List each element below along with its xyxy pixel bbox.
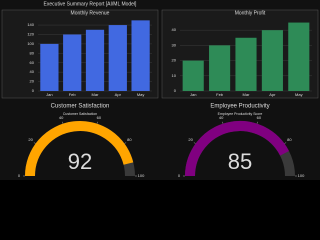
gauge-tick [62, 121, 64, 124]
gauge-tick [193, 142, 196, 144]
gauge-tick [33, 142, 36, 144]
dashboard: Executive Summary Report [AI/ML Model] M… [0, 0, 320, 180]
dashboard-title: Executive Summary Report [AI/ML Model] [44, 1, 138, 7]
x-tick-label: Apr [115, 92, 122, 97]
page: Executive Summary Report [AI/ML Model] M… [0, 0, 320, 180]
gauge-tick [124, 142, 127, 144]
y-tick-label: 60 [30, 60, 35, 65]
bar [182, 60, 204, 91]
gauge-tick-label: 20 [28, 137, 33, 142]
gauge-tick-label: 100 [138, 173, 145, 178]
bar [209, 45, 231, 91]
gauge-value-arc [185, 121, 290, 177]
gauge-tick-label: 0 [178, 173, 181, 178]
bar [63, 34, 82, 91]
bar [108, 25, 127, 92]
x-tick-label: Feb [216, 92, 224, 97]
gauge-title: Employee Productivity [210, 104, 269, 110]
x-tick-label: Feb [69, 92, 77, 97]
y-tick-label: 20 [172, 58, 177, 63]
y-tick-label: 10 [172, 73, 177, 78]
gauge-subtitle: Customer Satisfaction [63, 112, 97, 116]
x-tick-label: Mar [243, 92, 251, 97]
gauge-value: 92 [68, 149, 92, 174]
y-tick-label: 120 [27, 32, 34, 37]
x-tick-label: May [295, 92, 303, 97]
y-tick-label: 20 [30, 79, 35, 84]
gauge-tick-label: 60 [257, 115, 262, 120]
chart-title: Monthly Revenue [71, 10, 110, 16]
gauge-tick-label: 60 [97, 115, 102, 120]
gauge-subtitle: Employee Productivity Score [218, 112, 263, 116]
gauge-tick [96, 121, 98, 124]
gauge-tick-label: 80 [127, 137, 132, 142]
gauge-tick [256, 121, 258, 124]
gauge-title: Customer Satisfaction [51, 104, 110, 110]
gauge-tick-label: 100 [298, 173, 305, 178]
gauge-tick-label: 20 [188, 137, 193, 142]
y-tick-label: 40 [30, 69, 35, 74]
gauge-tick-label: 80 [287, 137, 292, 142]
x-tick-label: Apr [269, 92, 276, 97]
x-tick-label: Jan [46, 92, 52, 97]
gauge-value: 85 [228, 149, 252, 174]
gauge-tick-label: 40 [59, 115, 64, 120]
x-tick-label: Mar [92, 92, 100, 97]
chart-title: Monthly Profit [235, 10, 266, 16]
y-tick-label: 40 [172, 27, 177, 32]
bar [85, 29, 105, 91]
gauge-tick-label: 0 [18, 173, 21, 178]
gauge-value-arc [25, 121, 134, 177]
gauge-tick [284, 142, 287, 144]
bar [261, 30, 283, 92]
y-tick-label: 0 [32, 88, 35, 93]
bar [40, 43, 59, 91]
bar [235, 37, 257, 91]
bar [288, 22, 310, 91]
x-tick-label: Jan [190, 92, 196, 97]
y-tick-label: 30 [172, 42, 177, 47]
x-tick-label: May [137, 92, 145, 97]
gauge-tick [222, 121, 224, 124]
y-tick-label: 0 [174, 88, 177, 93]
gauge-tick-label: 40 [219, 115, 224, 120]
y-tick-label: 140 [27, 22, 34, 27]
bar [131, 20, 150, 91]
y-tick-label: 80 [30, 50, 35, 55]
y-tick-label: 100 [27, 41, 34, 46]
